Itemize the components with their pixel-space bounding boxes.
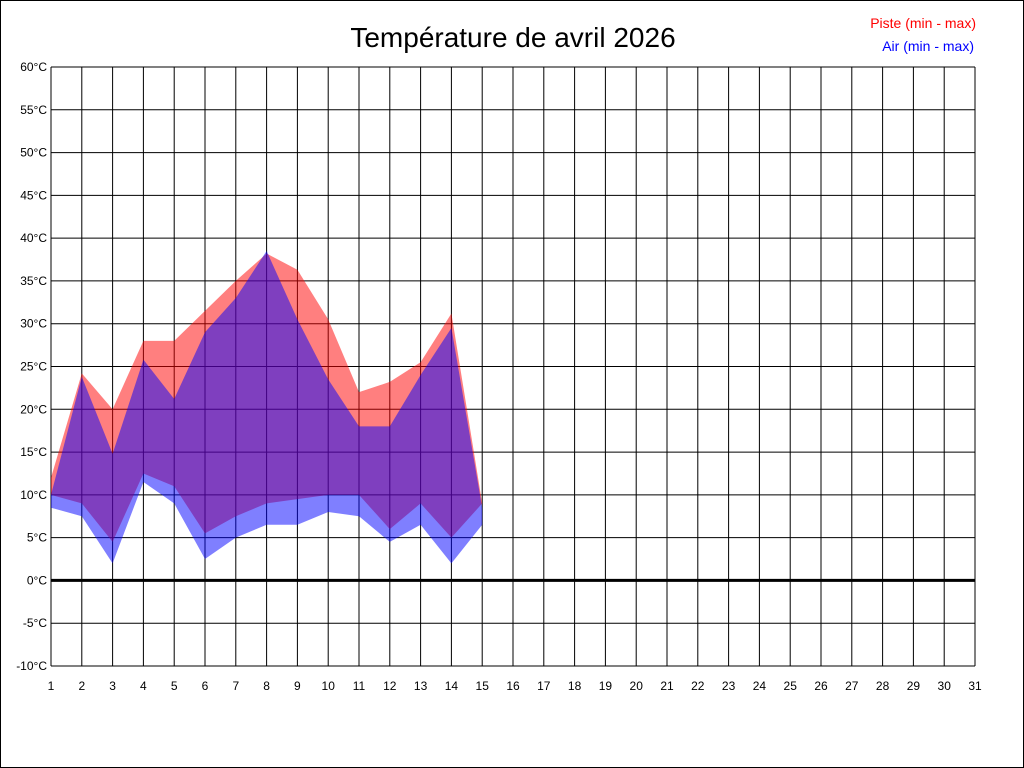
y-tick-label: 60°C bbox=[20, 60, 47, 74]
y-tick-label: 25°C bbox=[20, 360, 47, 374]
air-range-area bbox=[51, 250, 483, 564]
y-tick-label: 20°C bbox=[20, 402, 47, 416]
x-tick-label: 13 bbox=[414, 679, 428, 693]
x-tick-label: 2 bbox=[78, 679, 85, 693]
x-tick-label: 30 bbox=[938, 679, 952, 693]
y-tick-label: 0°C bbox=[27, 573, 47, 587]
x-tick-label: 18 bbox=[568, 679, 582, 693]
x-tick-label: 15 bbox=[476, 679, 490, 693]
x-tick-label: 21 bbox=[660, 679, 674, 693]
y-tick-label: 30°C bbox=[20, 317, 47, 331]
x-tick-label: 12 bbox=[383, 679, 397, 693]
chart-title: Température de avril 2026 bbox=[350, 22, 675, 53]
y-tick-label: 50°C bbox=[20, 146, 47, 160]
x-tick-label: 28 bbox=[876, 679, 890, 693]
x-tick-label: 1 bbox=[48, 679, 55, 693]
x-tick-label: 29 bbox=[907, 679, 921, 693]
y-tick-label: -10°C bbox=[16, 659, 47, 673]
y-tick-label: -5°C bbox=[23, 616, 47, 630]
x-tick-label: 26 bbox=[814, 679, 828, 693]
y-tick-label: 40°C bbox=[20, 231, 47, 245]
x-tick-label: 22 bbox=[691, 679, 705, 693]
x-tick-label: 6 bbox=[202, 679, 209, 693]
y-tick-label: 15°C bbox=[20, 445, 47, 459]
y-tick-label: 45°C bbox=[20, 188, 47, 202]
x-tick-label: 17 bbox=[537, 679, 551, 693]
x-tick-label: 16 bbox=[506, 679, 520, 693]
x-tick-label: 25 bbox=[784, 679, 798, 693]
x-tick-label: 4 bbox=[140, 679, 147, 693]
y-tick-label: 10°C bbox=[20, 488, 47, 502]
axes: 1 2 3 4 5 6 7 8 9 10 11 12 13 14 15 16 17 18 19 20 21 22 23 24 2… bbox=[16, 60, 982, 693]
y-tick-label: 35°C bbox=[20, 274, 47, 288]
area-series bbox=[51, 250, 483, 564]
x-tick-label: 3 bbox=[109, 679, 116, 693]
x-tick-label: 27 bbox=[845, 679, 859, 693]
x-tick-label: 5 bbox=[171, 679, 178, 693]
x-tick-label: 20 bbox=[630, 679, 644, 693]
x-tick-label: 8 bbox=[263, 679, 270, 693]
x-tick-label: 10 bbox=[322, 679, 336, 693]
legend-air: Air (min - max) bbox=[882, 38, 974, 54]
x-tick-label: 19 bbox=[599, 679, 613, 693]
x-tick-label: 14 bbox=[445, 679, 459, 693]
y-tick-label: 5°C bbox=[27, 531, 47, 545]
x-tick-label: 9 bbox=[294, 679, 301, 693]
x-tick-label: 31 bbox=[968, 679, 982, 693]
x-tick-label: 23 bbox=[722, 679, 736, 693]
x-tick-label: 11 bbox=[353, 679, 366, 693]
x-tick-label: 7 bbox=[232, 679, 239, 693]
legend-piste: Piste (min - max) bbox=[870, 15, 976, 31]
y-tick-label: 55°C bbox=[20, 103, 47, 117]
x-tick-label: 24 bbox=[753, 679, 767, 693]
